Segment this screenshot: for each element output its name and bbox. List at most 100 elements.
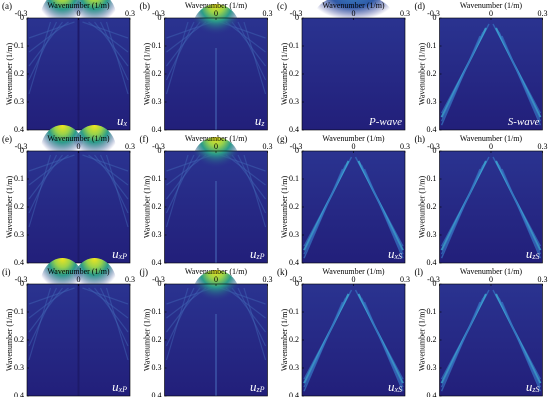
x-tick-label: -0.3 (427, 142, 440, 151)
energy-lobe (192, 270, 240, 322)
y-tick-label: 0.2 (152, 335, 162, 344)
y-tick-label: 0.4 (289, 391, 299, 397)
spectrum-streak (237, 287, 267, 347)
heatmap-image (313, 0, 394, 42)
panel-label: (f) (140, 134, 149, 144)
x-axis-label: Wavenumber (1/m) (460, 134, 523, 143)
spectrum-streak (440, 168, 481, 259)
spectrum-streak (440, 35, 481, 126)
y-tick-label: 0.3 (289, 363, 299, 372)
x-tick-label: 0 (489, 142, 493, 151)
y-tick-label: 0.1 (14, 174, 24, 183)
y-tick-label: 0.4 (14, 258, 24, 267)
x-tick-label: -0.3 (152, 275, 165, 284)
x-axis-label: Wavenumber (1/m) (47, 267, 110, 276)
annotation-subscript: zS (531, 252, 539, 261)
y-tick-label: 0 (295, 279, 299, 288)
x-tick-label: 0.3 (538, 9, 548, 18)
x-tick-label: -0.3 (290, 142, 303, 151)
heatmap-image (165, 4, 267, 130)
x-axis-label: Wavenumber (1/m) (460, 1, 523, 10)
spectrum-streak (243, 154, 267, 228)
x-tick-label: 0.3 (263, 9, 273, 18)
y-axis-label: Wavenumber (1/m) (417, 176, 426, 239)
x-axis-label: Wavenumber (1/m) (322, 1, 385, 10)
annotation-subscript: zP (256, 385, 265, 394)
y-tick-label: 0.2 (289, 202, 299, 211)
x-tick-label: -0.3 (427, 275, 440, 284)
x-tick-label: 0.3 (125, 142, 135, 151)
spectrum-streak (165, 287, 195, 347)
spectrum-streak (303, 301, 344, 392)
x-tick-label: 0 (489, 275, 493, 284)
y-axis-label: Wavenumber (1/m) (280, 309, 289, 372)
y-tick-label: 0.3 (14, 363, 24, 372)
panel: (e) Wavenumber (1/m)Wavenumber (1/m)-0.3 0… (2, 125, 135, 267)
y-tick-label: 0.2 (14, 202, 24, 211)
annotation-subscript: x (122, 119, 127, 128)
x-tick-label: -0.3 (152, 142, 165, 151)
annotation-symbol: P-wave (368, 116, 402, 128)
x-tick-label: -0.3 (427, 9, 440, 18)
y-tick-label: 0 (20, 279, 24, 288)
y-tick-label: 0.2 (152, 202, 162, 211)
annotation-subscript: z (260, 119, 265, 128)
y-tick-label: 0.1 (427, 41, 437, 50)
y-tick-label: 0.1 (289, 307, 299, 316)
annotation: uz (255, 113, 266, 128)
annotation-subscript: xP (118, 385, 128, 394)
x-tick-label: -0.3 (290, 9, 303, 18)
y-axis-label: Wavenumber (1/m) (5, 176, 14, 239)
x-tick-label: 0 (214, 275, 218, 284)
spectrum-streak (165, 21, 189, 95)
y-tick-label: 0.4 (289, 258, 299, 267)
y-tick-label: 0.1 (289, 174, 299, 183)
y-tick-label: 0 (158, 279, 162, 288)
spectrum-streak (501, 168, 542, 259)
y-tick-label: 0.1 (14, 307, 24, 316)
annotation: S-wave (508, 116, 540, 128)
spectrum-streak (237, 21, 267, 81)
y-tick-label: 0 (158, 13, 162, 22)
y-tick-label: 0 (295, 13, 299, 22)
annotation-subscript: zS (531, 385, 539, 394)
heatmap-image (440, 23, 542, 126)
panel-label: (e) (2, 134, 12, 144)
x-tick-label: -0.3 (15, 9, 28, 18)
panel: (k) Wavenumber (1/m)Wavenumber (1/m)-0.3 0… (277, 267, 410, 397)
spectrum-streak (165, 154, 189, 228)
x-tick-label: 0 (77, 142, 81, 151)
y-tick-label: 0.4 (14, 391, 24, 397)
y-axis-label: Wavenumber (1/m) (5, 309, 14, 372)
panel: (f) Wavenumber (1/m)Wavenumber (1/m)-0.3 0… (140, 134, 273, 267)
y-tick-label: 0.2 (14, 69, 24, 78)
annotation-symbol: u (250, 246, 257, 261)
y-tick-label: 0.4 (427, 391, 437, 397)
y-tick-label: 0.1 (289, 41, 299, 50)
x-tick-label: 0.3 (400, 142, 410, 151)
spectrum-streak (243, 21, 267, 95)
y-axis-label: Wavenumber (1/m) (280, 43, 289, 106)
y-axis-label: Wavenumber (1/m) (142, 176, 151, 239)
x-tick-label: 0.3 (538, 142, 548, 151)
y-tick-label: 0.1 (152, 307, 162, 316)
y-axis-label: Wavenumber (1/m) (280, 176, 289, 239)
annotation-symbol: u (388, 246, 395, 261)
y-tick-label: 0.3 (152, 97, 162, 106)
y-tick-label: 0.2 (427, 69, 437, 78)
spectrum-streak (237, 154, 267, 214)
spectrum-streak (243, 287, 267, 361)
x-tick-label: 0.3 (400, 275, 410, 284)
y-tick-label: 0.4 (427, 258, 437, 267)
y-tick-label: 0 (433, 13, 437, 22)
y-tick-label: 0.3 (427, 230, 437, 239)
y-tick-label: 0.4 (289, 125, 299, 134)
heatmap-image (440, 289, 542, 392)
x-tick-label: 0.3 (263, 275, 273, 284)
y-axis-label: Wavenumber (1/m) (142, 43, 151, 106)
spectrum-streak (165, 154, 195, 214)
y-tick-label: 0.4 (152, 391, 162, 397)
annotation: uxP (112, 379, 127, 394)
y-tick-label: 0.2 (289, 335, 299, 344)
x-tick-label: 0.3 (538, 275, 548, 284)
